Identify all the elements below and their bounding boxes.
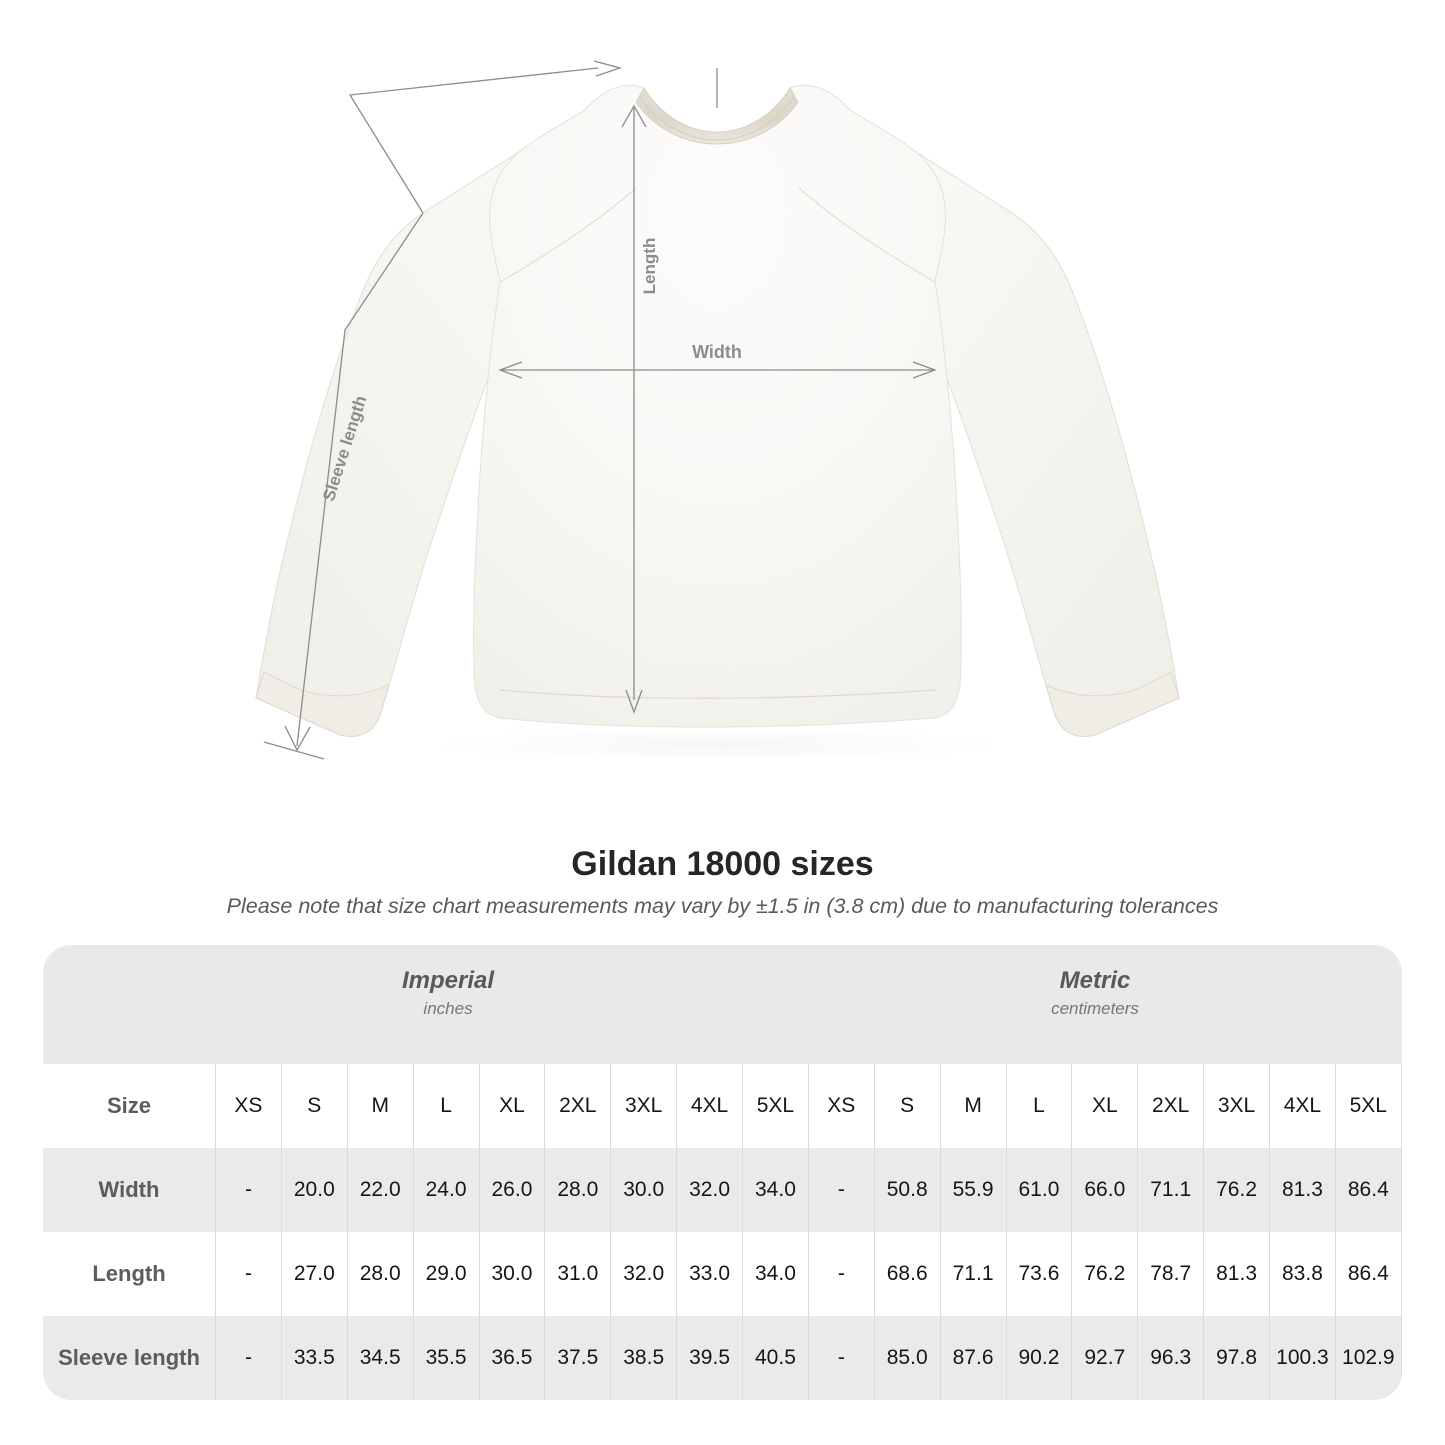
svg-text:Length: Length bbox=[640, 238, 659, 295]
svg-text:Width: Width bbox=[692, 342, 742, 362]
